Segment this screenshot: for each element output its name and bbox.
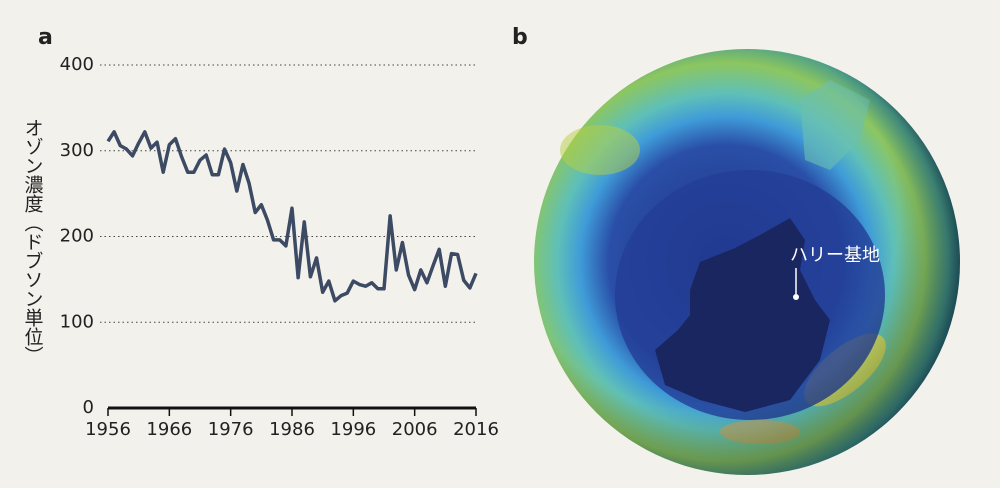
x-tick-label: 1956: [85, 419, 131, 440]
panel-label: a: [38, 25, 53, 50]
y-tick-label: 100: [60, 311, 94, 332]
x-tick-label: 1996: [330, 419, 376, 440]
y-axis-label: オゾン濃度（ドブソン単位）: [22, 118, 44, 365]
y-tick-label: 300: [60, 140, 94, 161]
x-tick-label: 1976: [208, 419, 254, 440]
line: [106, 130, 478, 303]
x-tick-label: 2016: [453, 419, 499, 440]
y-tick-label: 400: [60, 54, 94, 75]
annotation: ハリー基地: [790, 245, 880, 266]
y-tick-label: 200: [60, 226, 94, 247]
globe: ハリー基地: [534, 49, 960, 475]
x-tick-label: 1966: [146, 419, 192, 440]
panel-label: b: [512, 25, 528, 50]
x-tick-label: 1986: [269, 419, 315, 440]
y-tick-label: 0: [83, 397, 94, 418]
x-tick-label: 2006: [392, 419, 438, 440]
